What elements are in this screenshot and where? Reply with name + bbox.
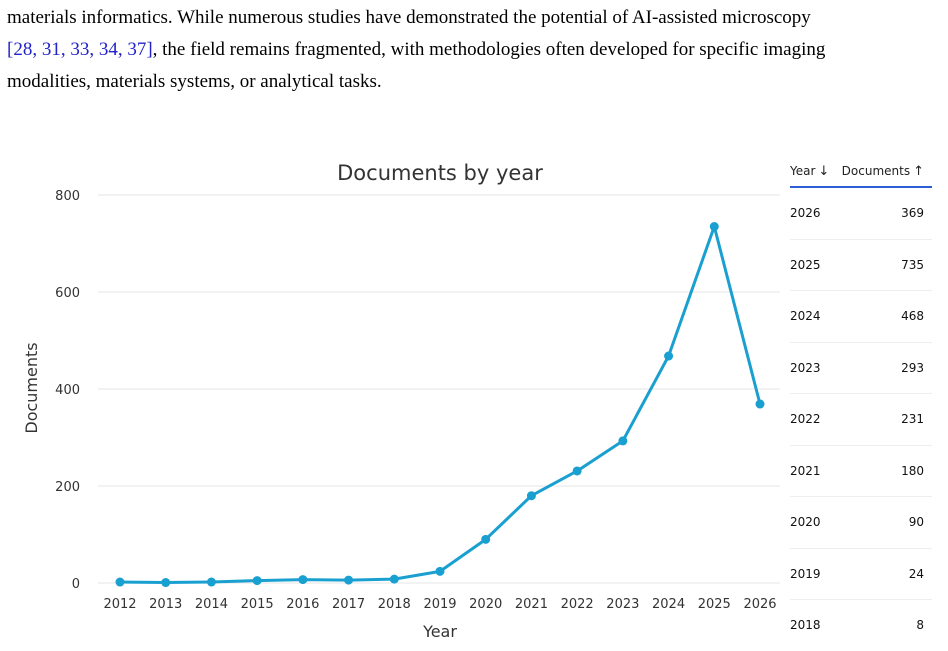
data-point[interactable] xyxy=(344,575,354,585)
x-tick-label: 2026 xyxy=(743,597,776,612)
table-row: 2025 735 xyxy=(790,240,932,291)
row-documents: 90 xyxy=(908,515,924,530)
table-row: 2026 369 xyxy=(790,188,932,240)
x-tick-label: 2017 xyxy=(332,597,365,612)
row-year: 2020 xyxy=(790,515,821,530)
paragraph-line-3: modalities, materials systems, or analyt… xyxy=(7,71,382,92)
x-tick-label: 2013 xyxy=(149,597,182,612)
figure: Documents by year Documents Year 0 200 400… xyxy=(0,140,948,645)
chart-title: Documents by year xyxy=(337,161,543,185)
x-tick-label: 2018 xyxy=(378,597,411,612)
table-row: 2020 90 xyxy=(790,497,932,549)
row-year: 2024 xyxy=(790,309,821,324)
row-year: 2026 xyxy=(790,206,821,221)
documents-by-year-chart: Documents by year Documents Year 0 200 400… xyxy=(22,161,780,641)
x-tick-label: 2021 xyxy=(515,597,548,612)
data-point[interactable] xyxy=(298,575,308,585)
citation-link[interactable]: [28, 31, 33, 34, 37] xyxy=(7,39,153,60)
table-row: 2018 8 xyxy=(790,600,932,651)
data-point[interactable] xyxy=(435,566,445,576)
x-tick-label: 2019 xyxy=(423,597,456,612)
data-point[interactable] xyxy=(252,576,262,586)
data-point[interactable] xyxy=(618,436,628,446)
data-point[interactable] xyxy=(755,399,765,409)
x-tick-label: 2025 xyxy=(698,597,731,612)
y-axis-label: Documents xyxy=(22,342,41,433)
table-header: Year ↓ Documents ↑ xyxy=(790,156,932,188)
row-documents: 231 xyxy=(901,412,924,427)
data-point[interactable] xyxy=(206,577,216,587)
x-tick-label: 2012 xyxy=(103,597,136,612)
paragraph-line-2: , the field remains fragmented, with met… xyxy=(152,39,826,60)
x-tick-label: 2023 xyxy=(606,597,639,612)
x-tick-label: 2015 xyxy=(241,597,274,612)
row-documents: 369 xyxy=(901,206,924,221)
data-point[interactable] xyxy=(664,351,674,361)
header-documents-label: Documents xyxy=(841,164,911,178)
header-documents[interactable]: Documents ↑ xyxy=(842,164,932,179)
table-row: 2022 231 xyxy=(790,394,932,446)
row-year: 2023 xyxy=(790,360,821,375)
x-tick-label: 2016 xyxy=(286,597,319,612)
arrow-down-icon: ↓ xyxy=(818,163,830,179)
table-row: 2019 24 xyxy=(790,549,932,600)
arrow-up-icon: ↑ xyxy=(913,163,924,179)
x-tick-label: 2020 xyxy=(469,597,502,612)
row-year: 2019 xyxy=(790,566,821,581)
series-line xyxy=(119,225,762,585)
row-documents: 735 xyxy=(901,257,924,272)
data-point[interactable] xyxy=(481,534,491,544)
header-year-label: Year xyxy=(790,164,816,178)
data-point[interactable] xyxy=(526,491,536,501)
y-tick-label: 0 xyxy=(72,577,80,592)
table-row: 2024 468 xyxy=(790,291,932,343)
y-tick-label: 200 xyxy=(55,480,80,495)
y-tick-label: 400 xyxy=(55,383,80,398)
y-tick-label: 600 xyxy=(55,286,80,301)
data-point[interactable] xyxy=(572,466,582,476)
data-point[interactable] xyxy=(161,578,171,588)
row-year: 2025 xyxy=(790,257,821,272)
table-row: 2021 180 xyxy=(790,446,932,497)
row-documents: 8 xyxy=(916,618,924,633)
documents-table: Year ↓ Documents ↑ 2026 369 2025 735 2024 468… xyxy=(790,156,932,651)
table-row: 2023 293 xyxy=(790,343,932,394)
row-year: 2018 xyxy=(790,618,821,633)
data-point[interactable] xyxy=(709,222,719,232)
x-tick-label: 2014 xyxy=(195,597,228,612)
row-year: 2021 xyxy=(790,463,821,478)
x-tick-label: 2022 xyxy=(561,597,594,612)
body-paragraph: materials informatics. While numerous st… xyxy=(7,2,943,98)
row-documents: 468 xyxy=(901,309,924,324)
row-documents: 180 xyxy=(901,463,924,478)
row-documents: 24 xyxy=(908,566,924,581)
paragraph-line-1: materials informatics. While numerous st… xyxy=(7,7,811,28)
data-point[interactable] xyxy=(115,577,125,587)
row-year: 2022 xyxy=(790,412,821,427)
data-point[interactable] xyxy=(389,574,399,584)
y-tick-label: 800 xyxy=(55,189,80,204)
header-year[interactable]: Year ↓ xyxy=(790,164,829,179)
table-body: 2026 369 2025 735 2024 468 2023 293 2022 231 2021 1… xyxy=(790,188,932,651)
x-tick-label: 2024 xyxy=(652,597,685,612)
row-documents: 293 xyxy=(901,360,924,375)
x-axis-label: Year xyxy=(422,622,457,641)
